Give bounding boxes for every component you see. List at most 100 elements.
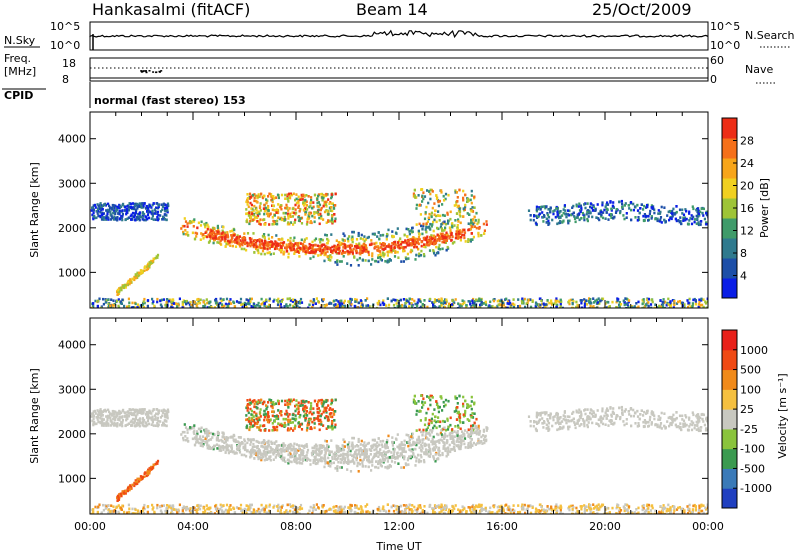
power-echo-cell: [305, 200, 308, 203]
velocity-echo-cell: [151, 420, 154, 424]
power-echo-cell: [433, 202, 436, 205]
velocity-echo-cell: [539, 411, 543, 415]
velocity-echo-cell: [318, 428, 321, 432]
velocity-echo-cell: [408, 438, 411, 442]
power-echo-cell: [453, 301, 456, 304]
power-echo-cell: [140, 206, 143, 209]
power-echo-cell: [363, 242, 366, 246]
velocity-echo-cell: [147, 468, 150, 472]
power-echo-cell: [458, 210, 462, 213]
power-echo-cell: [250, 297, 253, 301]
velocity-echo-cell: [661, 511, 665, 514]
velocity-echo-cell: [464, 446, 467, 449]
velocity-echo-cell: [688, 416, 691, 420]
freq-dots: [140, 70, 163, 74]
power-echo-cell: [698, 298, 701, 302]
power-echo-cell: [457, 206, 460, 209]
power-echo-cell: [586, 202, 589, 205]
power-echo-cell: [423, 195, 427, 198]
power-echo-cell: [695, 214, 698, 218]
velocity-echo-cell: [535, 420, 538, 424]
velocity-echo-cell: [248, 398, 252, 402]
power-echo-cell: [146, 213, 150, 217]
power-echo-cell: [457, 234, 460, 238]
velocity-echo-cell: [139, 475, 142, 478]
power-echo-cell: [144, 215, 147, 218]
station-title: Hankasalmi (fitACF): [92, 0, 250, 19]
power-echo-cell: [112, 304, 115, 307]
power-echo-cell: [295, 201, 298, 205]
power-echo-cell: [637, 218, 641, 222]
power-echo-cell: [637, 305, 640, 308]
freq-dot: [145, 71, 148, 74]
power-echo-cell: [287, 255, 290, 259]
power-echo-cell: [456, 196, 459, 199]
velocity-echo-cell: [679, 422, 682, 425]
velocity-echo-cell: [182, 505, 185, 508]
velocity-echo-cell: [426, 426, 429, 429]
velocity-echo-cell: [276, 399, 280, 403]
power-echo-cell: [147, 210, 150, 214]
power-echo-cell: [330, 233, 333, 236]
velocity-echo-cell: [346, 468, 349, 471]
power-echo-cell: [386, 250, 389, 254]
power-echo-cell: [223, 304, 226, 308]
power-echo-cell: [477, 221, 480, 224]
power-echo-cell: [136, 207, 139, 210]
velocity-echo-cell: [397, 462, 400, 465]
power-echo-cell: [678, 220, 681, 224]
power-echo-cell: [95, 216, 98, 220]
power-echo-cell: [359, 237, 362, 240]
cpid-label: CPID: [4, 89, 33, 102]
power-echo-cell: [136, 271, 139, 275]
velocity-echo-cell: [162, 504, 166, 507]
velocity-echo-cell: [520, 505, 523, 509]
power-echo-cell: [243, 247, 246, 251]
power-echo-cell: [475, 298, 478, 302]
power-echo-cell: [188, 221, 192, 225]
power-echo-cell: [592, 305, 595, 308]
power-echo-cell: [357, 231, 360, 235]
power-echo-cell: [312, 255, 315, 259]
power-echo-cell: [219, 301, 222, 305]
velocity-echo-cell: [233, 511, 236, 514]
velocity-echo-cell: [418, 460, 421, 464]
power-echo-cell: [477, 234, 480, 238]
nsky-label: N.Sky: [4, 34, 36, 47]
power-echo-cell: [254, 194, 258, 198]
power-echo-cell: [162, 298, 166, 301]
power-echo-cell: [219, 239, 222, 242]
power-echo-cell: [176, 303, 179, 306]
power-echo-cell: [323, 247, 326, 251]
nsearch-tick-top: 10^5: [710, 20, 740, 33]
power-echo-cell: [221, 234, 224, 237]
power-echo-cell: [279, 304, 282, 308]
velocity-echo-cell: [154, 416, 157, 419]
power-echo-cell: [545, 303, 548, 306]
power-echo-cell: [321, 298, 324, 301]
power-echo-cell: [339, 243, 342, 247]
power-echo-cell: [592, 204, 595, 207]
power-echo-cell: [468, 228, 471, 231]
power-echo-cell: [196, 306, 199, 308]
power-echo-cell: [97, 299, 100, 303]
power-echo-cell: [558, 300, 561, 304]
power-echo-cell: [434, 253, 437, 257]
power-echo-cell: [469, 198, 472, 202]
power-echo-cell: [93, 216, 96, 220]
power-echo-cell: [216, 226, 219, 229]
power-echo-cell: [105, 299, 108, 302]
power-echo-cell: [425, 243, 428, 246]
power-echo-cell: [300, 196, 303, 200]
velocity-echo-cell: [257, 455, 260, 458]
power-echo-cell: [282, 250, 286, 254]
velocity-echo-cell: [166, 408, 170, 412]
velocity-echo-cell: [451, 428, 454, 431]
power-echo-cell: [313, 251, 316, 254]
power-echo-cell: [246, 200, 249, 204]
velocity-echo-cell: [463, 507, 466, 510]
velocity-echo-cell: [109, 424, 112, 427]
power-echo-cell: [172, 299, 175, 303]
power-echo-cell: [662, 301, 665, 304]
power-echo-cell: [399, 298, 402, 302]
